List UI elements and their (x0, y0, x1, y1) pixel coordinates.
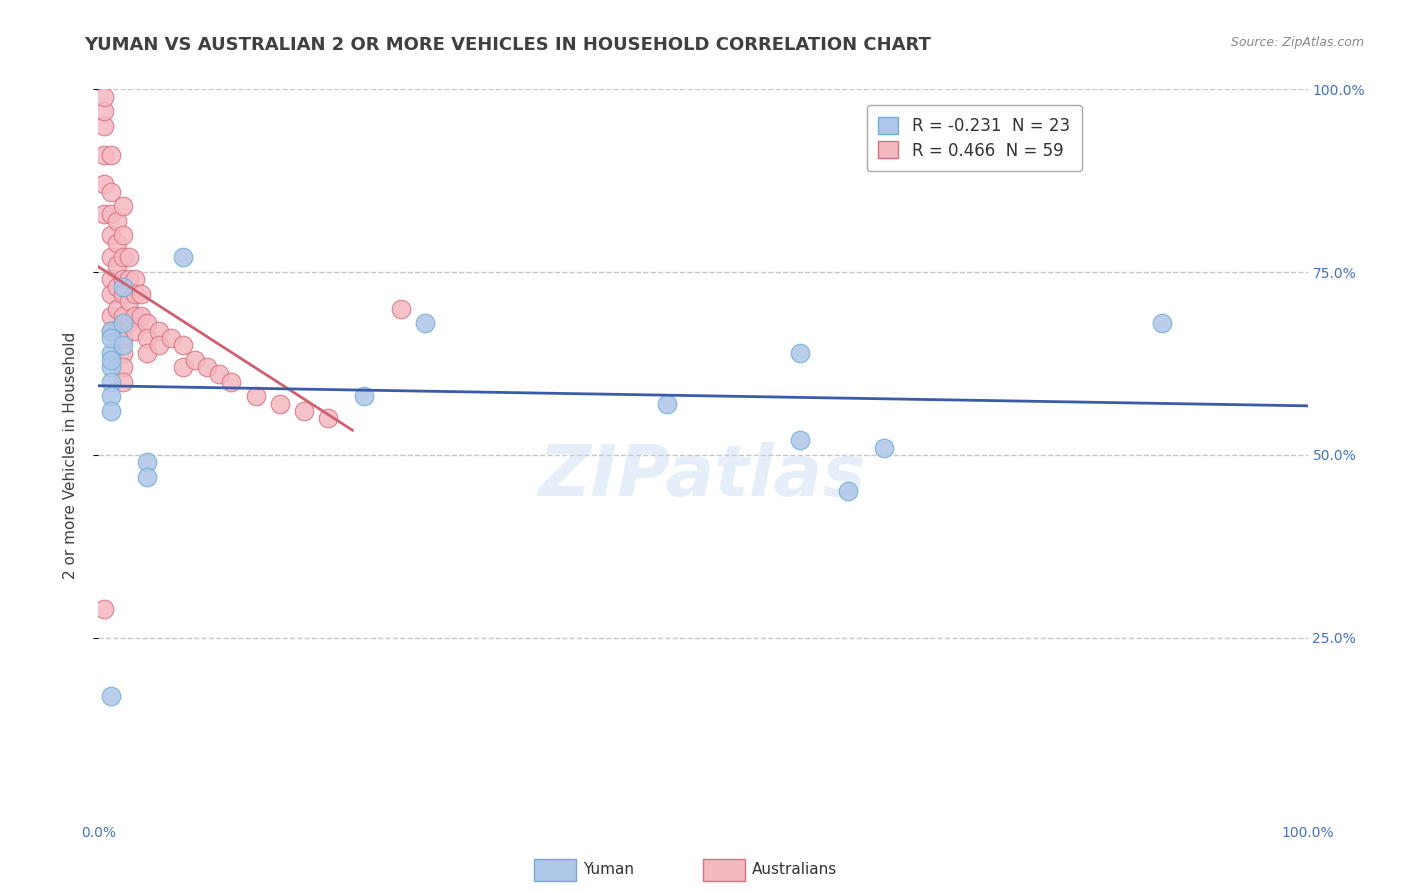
Point (269, 397, 291, 411)
Point (100, 251, 122, 265)
Point (172, 360, 194, 375)
Point (100, 148, 122, 162)
Point (93, 178, 115, 192)
Legend: R = -0.231  N = 23, R = 0.466  N = 59: R = -0.231 N = 23, R = 0.466 N = 59 (868, 105, 1081, 171)
Point (100, 352, 122, 367)
Point (118, 294, 141, 309)
Point (135, 470, 157, 484)
Point (111, 272, 134, 286)
Point (100, 324, 122, 338)
Point (413, 316, 436, 330)
Point (100, 287, 122, 301)
Point (124, 309, 146, 323)
Point (184, 352, 207, 367)
Point (100, 375, 122, 389)
Point (93, 104, 115, 119)
Point (100, 360, 122, 375)
Point (135, 455, 157, 469)
Point (100, 345, 122, 359)
Point (172, 251, 194, 265)
Point (124, 287, 146, 301)
Point (111, 251, 134, 265)
Point (93, 119, 115, 133)
Point (129, 287, 152, 301)
Point (135, 316, 157, 330)
Point (160, 331, 183, 345)
Point (789, 345, 811, 359)
Point (221, 375, 243, 389)
Point (111, 360, 134, 375)
Point (195, 360, 218, 375)
Point (135, 345, 157, 359)
Point (111, 279, 134, 293)
Point (118, 316, 141, 330)
Y-axis label: 2 or more Vehicles in Household: 2 or more Vehicles in Household (63, 331, 77, 579)
Text: Source: ZipAtlas.com: Source: ZipAtlas.com (1230, 36, 1364, 49)
Text: ZIPatlas: ZIPatlas (540, 442, 866, 511)
Point (118, 251, 141, 265)
Point (100, 272, 122, 286)
Point (100, 404, 122, 418)
Point (111, 331, 134, 345)
Point (873, 441, 896, 455)
Point (245, 389, 267, 403)
Text: Australians: Australians (752, 863, 838, 877)
Point (105, 279, 128, 293)
Point (118, 272, 141, 286)
Text: Yuman: Yuman (583, 863, 634, 877)
Point (105, 235, 128, 250)
Point (111, 199, 134, 213)
Point (100, 331, 122, 345)
Point (105, 301, 128, 316)
Point (105, 214, 128, 228)
Point (292, 404, 315, 418)
Point (100, 185, 122, 199)
Point (111, 375, 134, 389)
Point (172, 338, 194, 352)
Point (353, 389, 375, 403)
Point (124, 272, 146, 286)
Point (148, 324, 170, 338)
Point (111, 228, 134, 243)
Point (1152, 316, 1174, 330)
Point (105, 324, 128, 338)
Point (105, 258, 128, 272)
Point (93, 601, 115, 615)
Point (208, 368, 231, 382)
Point (100, 228, 122, 243)
Point (93, 206, 115, 220)
Point (135, 331, 157, 345)
Point (111, 309, 134, 323)
Point (129, 309, 152, 323)
Point (111, 287, 134, 301)
Point (111, 316, 134, 330)
Point (93, 89, 115, 103)
Point (389, 301, 412, 316)
Point (111, 345, 134, 359)
Point (837, 484, 859, 499)
Point (100, 389, 122, 403)
Point (100, 206, 122, 220)
Point (316, 411, 339, 425)
Point (93, 148, 115, 162)
Text: YUMAN VS AUSTRALIAN 2 OR MORE VEHICLES IN HOUSEHOLD CORRELATION CHART: YUMAN VS AUSTRALIAN 2 OR MORE VEHICLES I… (84, 36, 931, 54)
Point (124, 324, 146, 338)
Point (100, 690, 122, 704)
Point (100, 309, 122, 323)
Point (148, 338, 170, 352)
Point (655, 397, 678, 411)
Point (789, 434, 811, 448)
Point (100, 324, 122, 338)
Point (111, 338, 134, 352)
